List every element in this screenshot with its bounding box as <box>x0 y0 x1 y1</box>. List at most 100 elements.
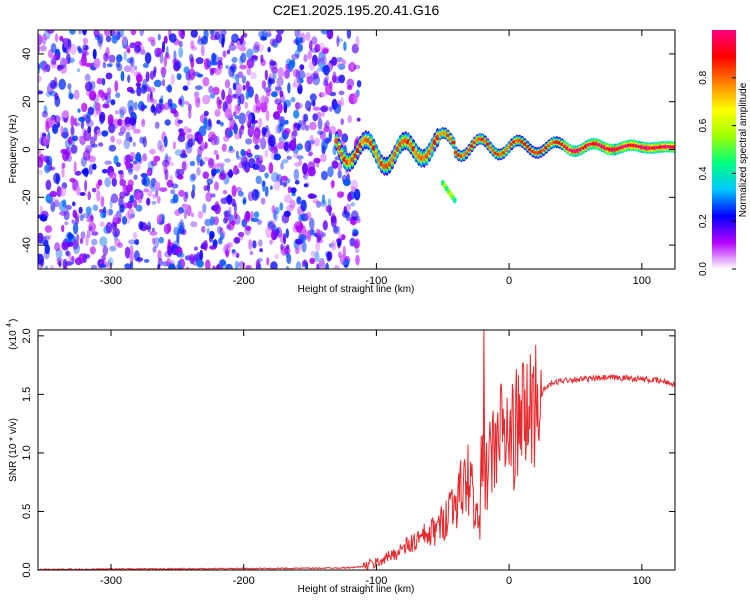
noise-blob <box>153 79 162 88</box>
noise-blob <box>261 80 266 90</box>
noise-blob <box>168 33 177 43</box>
noise-blob <box>156 214 163 223</box>
noise-blob <box>97 89 105 98</box>
noise-blob <box>242 196 247 203</box>
noise-blob <box>152 194 157 199</box>
noise-blob <box>96 190 101 202</box>
noise-blob <box>353 92 358 104</box>
noise-blob <box>279 202 284 211</box>
noise-blob <box>127 74 131 83</box>
noise-blob <box>74 122 81 127</box>
y-tick-label: 0.0 <box>21 562 33 577</box>
noise-blob <box>115 92 121 98</box>
noise-blob <box>325 120 330 129</box>
noise-blob <box>295 69 300 80</box>
noise-blob <box>188 128 192 133</box>
noise-blob <box>138 221 144 230</box>
noise-blob <box>342 59 347 65</box>
noise-blob <box>116 63 123 72</box>
noise-blob <box>144 225 151 230</box>
noise-blob <box>74 170 82 176</box>
noise-blob <box>78 47 83 54</box>
noise-blob <box>298 214 304 222</box>
noise-blob <box>173 61 181 72</box>
noise-blob <box>121 35 128 47</box>
noise-blob <box>197 35 202 42</box>
noise-blob <box>262 133 266 138</box>
noise-blob <box>246 66 252 76</box>
noise-blob <box>167 84 173 93</box>
noise-blob <box>96 129 102 137</box>
noise-blob <box>155 190 159 198</box>
noise-blob <box>286 253 292 265</box>
noise-blob <box>77 108 81 113</box>
x-tick-label: -200 <box>233 275 255 287</box>
noise-blob <box>274 98 282 105</box>
noise-blob <box>196 167 201 176</box>
noise-blob <box>296 155 304 160</box>
noise-blob <box>306 230 312 242</box>
x-tick-label: 0 <box>506 575 512 587</box>
noise-blob <box>86 217 92 223</box>
noise-blob <box>354 215 361 221</box>
noise-blob <box>113 214 118 224</box>
noise-blob <box>210 193 216 198</box>
noise-blob <box>317 117 323 130</box>
noise-blob <box>70 126 75 136</box>
noise-blob <box>268 78 276 85</box>
noise-blob <box>72 209 78 219</box>
noise-blob <box>173 110 179 118</box>
noise-blob <box>181 161 187 171</box>
noise-blob <box>325 72 329 84</box>
noise-blob <box>163 102 169 111</box>
noise-blob <box>115 110 119 115</box>
noise-blob <box>241 123 245 135</box>
noise-blob <box>113 30 119 37</box>
noise-blob <box>226 94 233 104</box>
noise-blob <box>87 126 92 134</box>
noise-blob <box>210 133 218 146</box>
noise-blob <box>46 30 55 34</box>
noise-blob <box>59 211 67 216</box>
noise-blob <box>52 123 59 135</box>
spectrogram-x-axis-label: Height of straight line (km) <box>298 284 415 295</box>
noise-blob <box>173 50 177 62</box>
noise-blob <box>231 185 237 197</box>
noise-blob <box>69 30 76 35</box>
noise-blob <box>129 42 136 49</box>
noise-blob <box>202 94 211 105</box>
noise-blob <box>136 86 142 97</box>
noise-blob <box>265 109 270 122</box>
noise-blob <box>134 45 142 53</box>
noise-blob <box>162 78 165 87</box>
noise-blob <box>81 102 88 113</box>
noise-blob <box>57 64 64 70</box>
noise-blob <box>176 73 182 81</box>
noise-blob <box>290 96 296 103</box>
noise-blob <box>259 155 264 162</box>
noise-blob <box>82 44 88 51</box>
noise-blob <box>151 200 157 205</box>
noise-blob <box>136 257 144 262</box>
noise-blob <box>335 57 344 63</box>
noise-blob <box>287 82 291 94</box>
noise-blob <box>250 217 259 222</box>
noise-blob <box>138 158 143 164</box>
noise-blob <box>234 133 241 140</box>
noise-blob <box>108 123 116 134</box>
noise-blob <box>160 66 167 76</box>
noise-blob <box>159 98 163 104</box>
colorbar: 0.0 0.2 0.4 0.6 0.8 Normalized spectral ampl… <box>698 30 749 276</box>
noise-blob <box>242 84 246 91</box>
noise-blob <box>149 230 158 236</box>
noise-blob <box>276 30 285 35</box>
noise-blob <box>331 180 335 188</box>
noise-blob <box>333 264 340 269</box>
noise-blob <box>66 46 71 54</box>
noise-blob <box>161 159 170 167</box>
noise-blob <box>194 93 199 103</box>
noise-blob <box>303 183 309 188</box>
spectrogram-x-axis: -300 -200 -100 0 100 <box>100 30 651 287</box>
noise-blob <box>307 161 316 171</box>
noise-blob <box>126 200 133 209</box>
